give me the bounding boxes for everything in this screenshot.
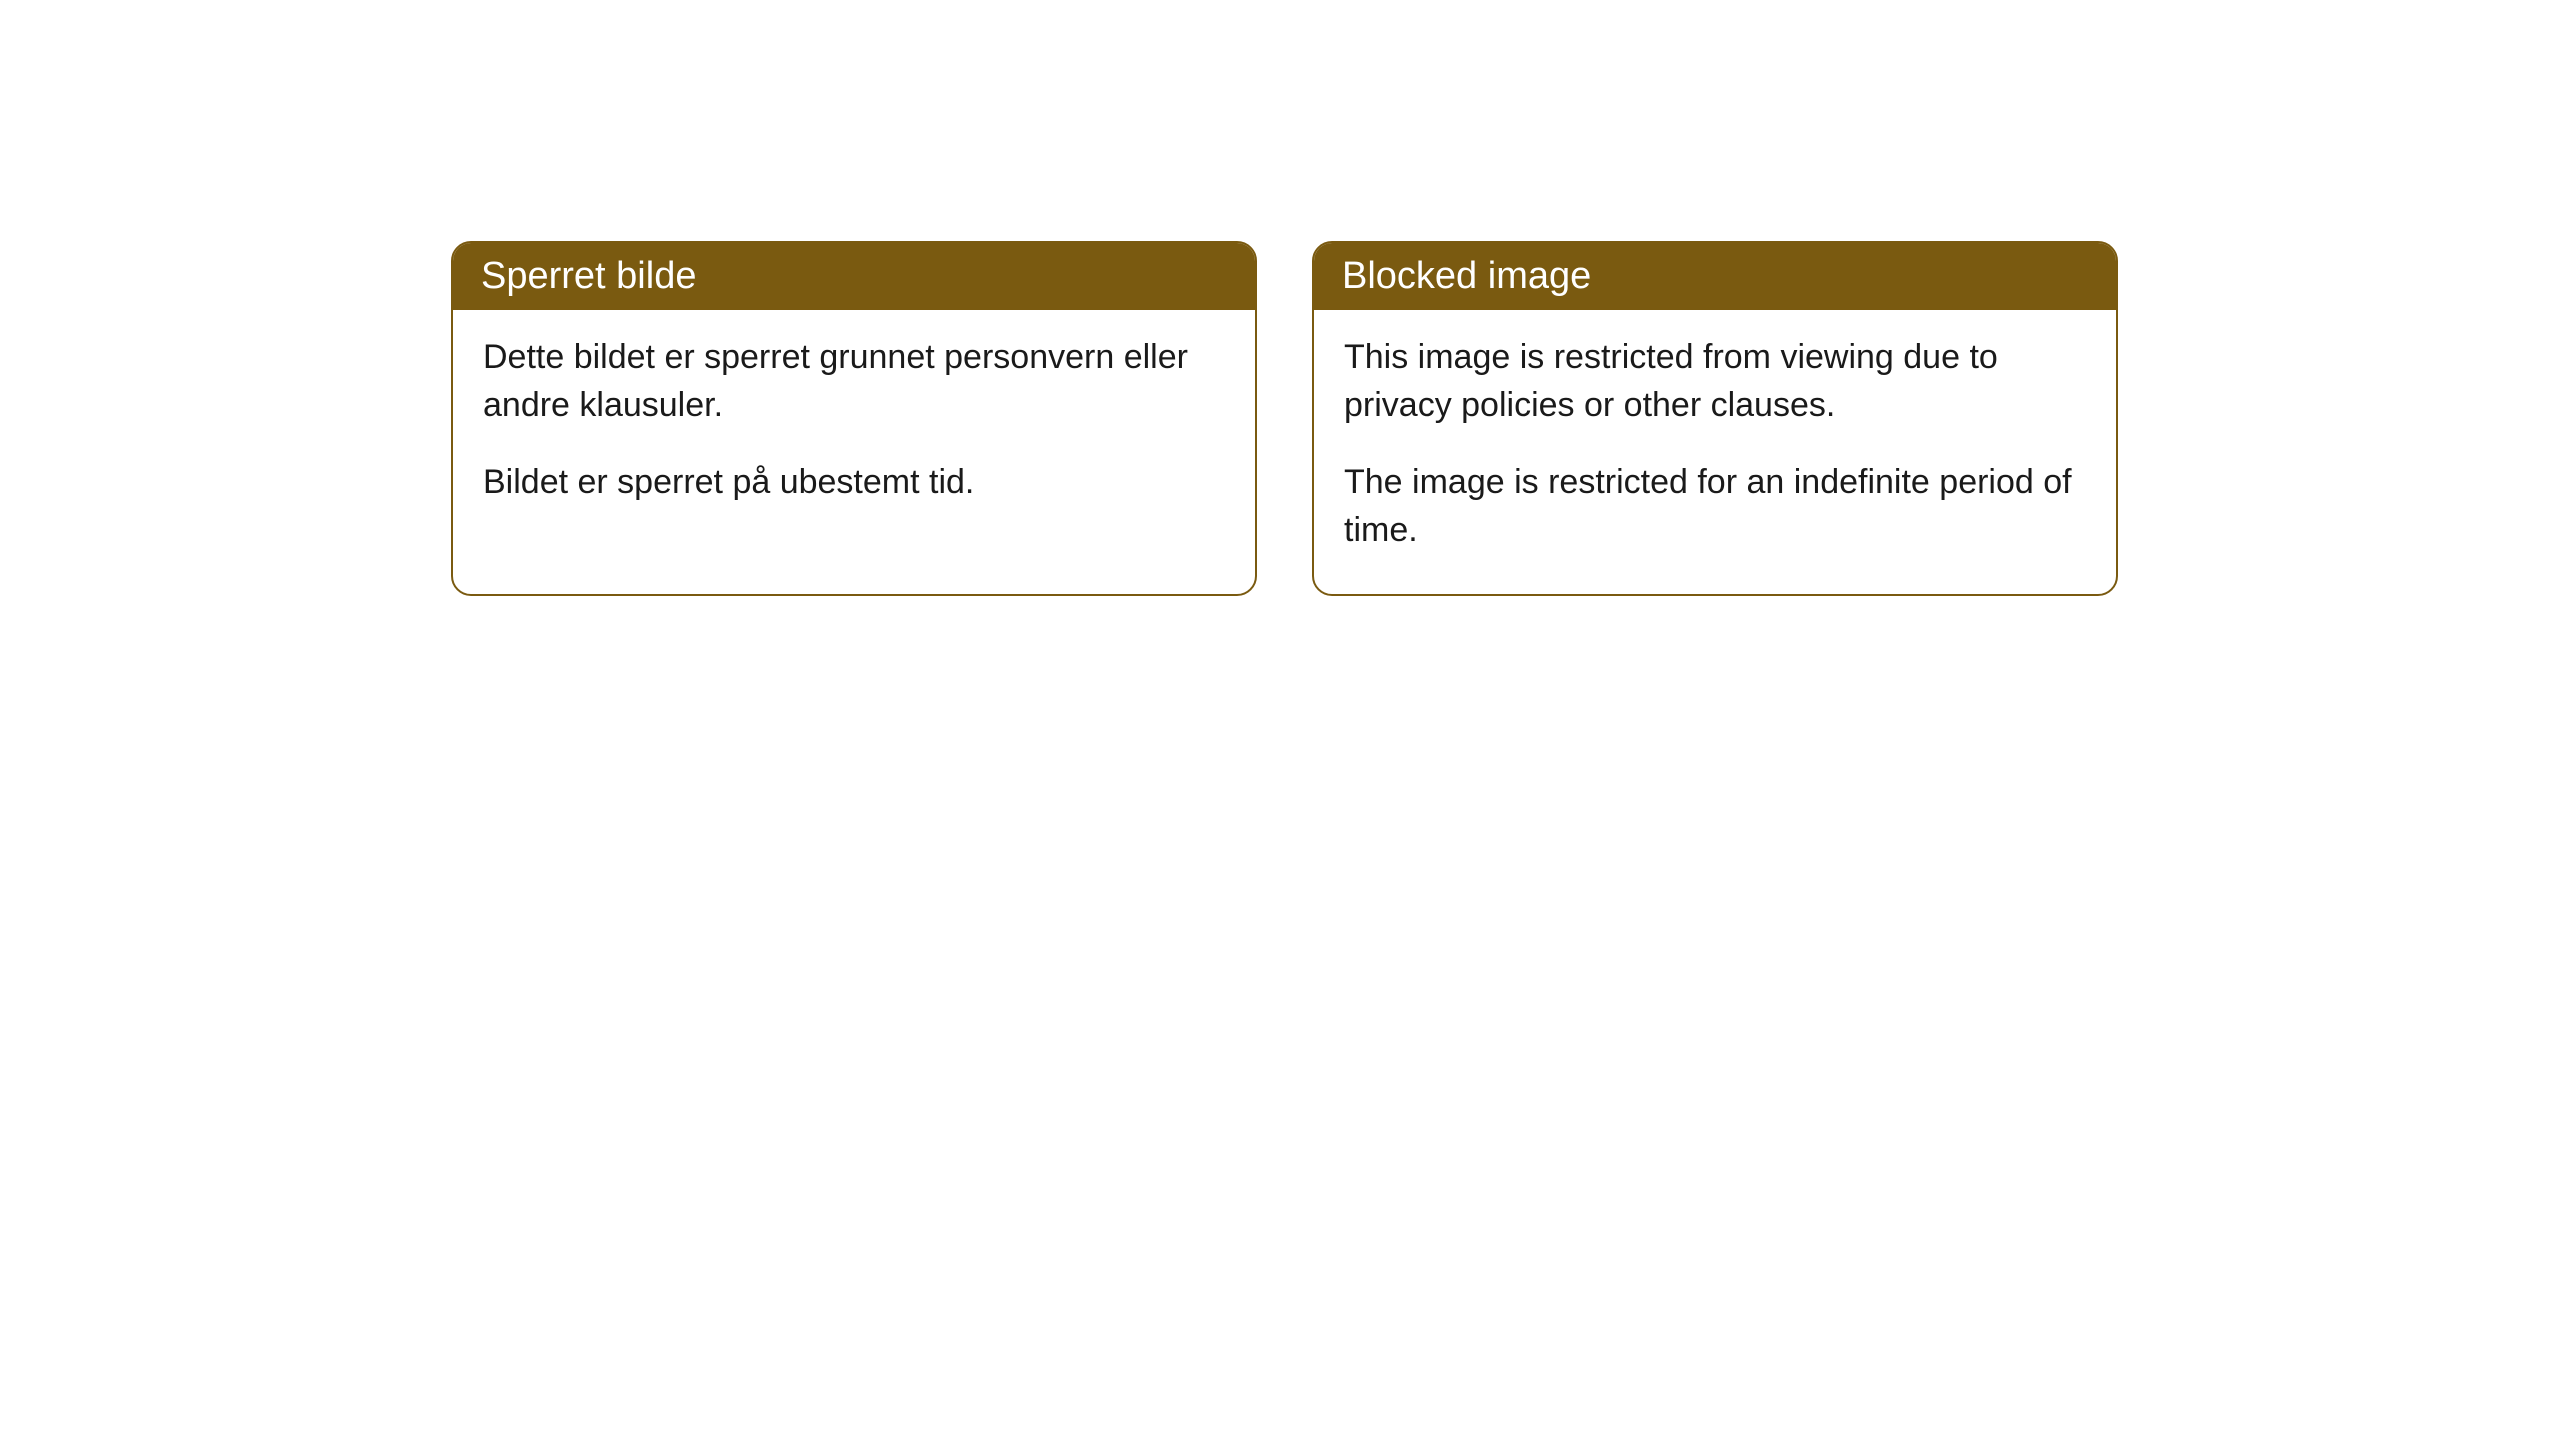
- notice-cards-container: Sperret bilde Dette bildet er sperret gr…: [451, 241, 2118, 596]
- card-paragraph-2: The image is restricted for an indefinit…: [1344, 459, 2086, 554]
- card-paragraph-2: Bildet er sperret på ubestemt tid.: [483, 459, 1225, 507]
- card-header-norwegian: Sperret bilde: [453, 243, 1255, 310]
- card-header-english: Blocked image: [1314, 243, 2116, 310]
- card-title: Blocked image: [1342, 255, 1591, 297]
- notice-card-norwegian: Sperret bilde Dette bildet er sperret gr…: [451, 241, 1257, 596]
- card-body-english: This image is restricted from viewing du…: [1314, 310, 2116, 594]
- card-body-norwegian: Dette bildet er sperret grunnet personve…: [453, 310, 1255, 547]
- card-paragraph-1: This image is restricted from viewing du…: [1344, 334, 2086, 429]
- notice-card-english: Blocked image This image is restricted f…: [1312, 241, 2118, 596]
- card-title: Sperret bilde: [481, 255, 696, 297]
- card-paragraph-1: Dette bildet er sperret grunnet personve…: [483, 334, 1225, 429]
